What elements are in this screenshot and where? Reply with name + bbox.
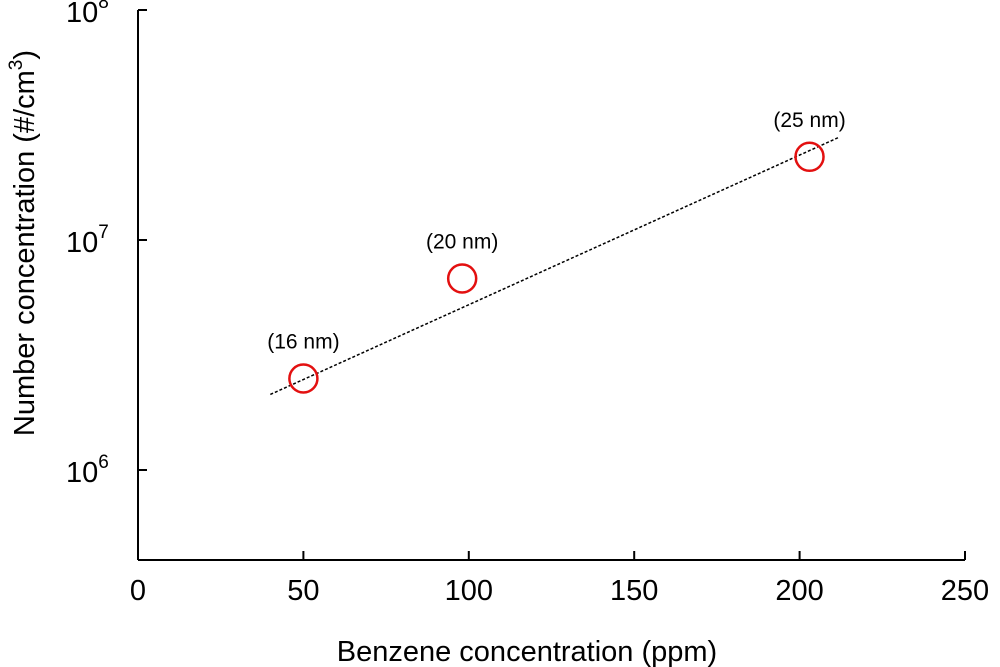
point-label: (20 nm) — [426, 231, 498, 254]
point-label: (25 nm) — [773, 109, 845, 132]
y-axis-ticks: 106 107 108 — [66, 0, 147, 489]
x-axis-ticks: 0 50 100 150 200 250 — [130, 551, 989, 607]
point-label: (16 nm) — [267, 330, 339, 353]
axis-titles: Benzene concentration (ppm) Number conce… — [6, 50, 717, 667]
x-tick-label: 250 — [941, 575, 989, 607]
axes — [137, 10, 965, 561]
x-tick-label: 0 — [130, 575, 146, 607]
y-tick-label: 107 — [66, 222, 109, 259]
data-point — [446, 263, 478, 294]
y-axis-title: Number concentration (#/cm3) — [6, 50, 41, 436]
y-tick-label: 108 — [66, 0, 109, 29]
data-point — [288, 363, 319, 394]
x-tick-label: 150 — [610, 575, 658, 607]
data-point — [794, 141, 825, 173]
x-tick-label: 50 — [287, 575, 319, 607]
y-tick-label: 106 — [66, 452, 109, 489]
x-tick-label: 200 — [775, 575, 823, 607]
x-axis-title: Benzene concentration (ppm) — [337, 636, 717, 667]
x-tick-label: 100 — [445, 575, 493, 607]
fit-line — [270, 136, 840, 396]
plot-series: (16 nm) (20 nm) (25 nm) — [267, 109, 846, 396]
